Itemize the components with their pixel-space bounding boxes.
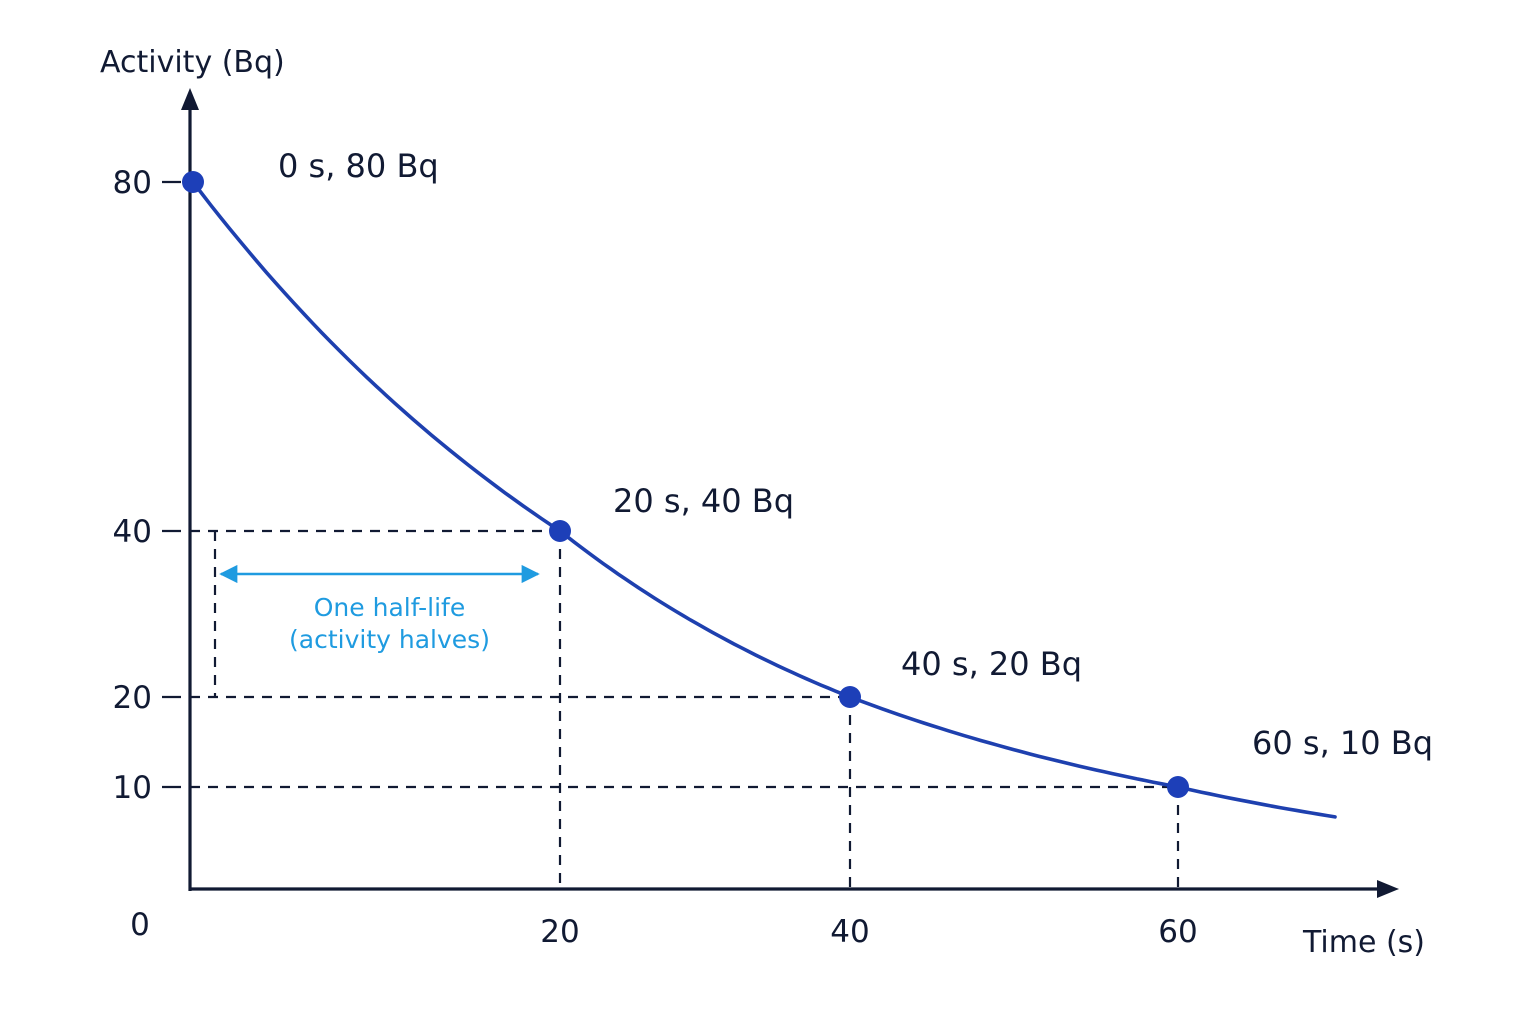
- axes: Activity (Bq) Time (s) 0: [100, 45, 1425, 960]
- half-life-annotation-line-1: One half-life: [314, 593, 466, 622]
- reference-guides: [190, 529, 1180, 889]
- y-axis-arrowhead: [181, 88, 199, 110]
- x-axis-title: Time (s): [1302, 925, 1425, 960]
- y-tick-label-40: 40: [113, 514, 152, 550]
- y-tick-label-10: 10: [113, 770, 152, 806]
- tick-labels: 10 20 40 80 20 40 60: [113, 165, 1198, 950]
- data-point-0s: [182, 171, 204, 193]
- x-axis-arrowhead: [1377, 880, 1399, 898]
- data-point-20s: [549, 520, 571, 542]
- half-life-annotation: One half-life (activity halves): [213, 531, 540, 697]
- data-label-0s: 0 s, 80 Bq: [278, 147, 439, 185]
- data-label-40s: 40 s, 20 Bq: [901, 645, 1082, 683]
- data-label-20s: 20 s, 40 Bq: [613, 482, 794, 520]
- x-tick-label-40: 40: [830, 914, 869, 950]
- y-tick-label-80: 80: [113, 165, 152, 201]
- decay-curve: [191, 180, 1337, 819]
- data-point-40s: [839, 686, 861, 708]
- y-tick-label-20: 20: [113, 680, 152, 716]
- y-axis-title: Activity (Bq): [100, 45, 285, 80]
- data-label-60s: 60 s, 10 Bq: [1252, 724, 1433, 762]
- origin-label: 0: [130, 907, 150, 943]
- half-life-annotation-line-2: (activity halves): [289, 625, 490, 654]
- data-point-60s: [1167, 776, 1189, 798]
- x-tick-label-60: 60: [1158, 914, 1197, 950]
- decay-series: [182, 171, 1337, 819]
- x-tick-label-20: 20: [540, 914, 579, 950]
- data-labels: 0 s, 80 Bq 20 s, 40 Bq 40 s, 20 Bq 60 s, 10…: [278, 147, 1433, 762]
